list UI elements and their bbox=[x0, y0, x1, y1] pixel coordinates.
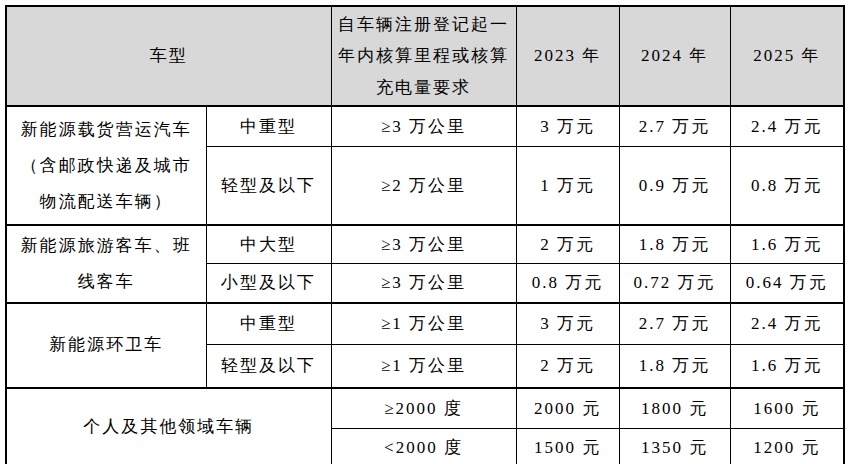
group-label-freight: 新能源载货营运汽车（含邮政快递及城市物流配送车辆） bbox=[6, 106, 206, 225]
value-2023: 0.8 万元 bbox=[516, 264, 619, 303]
value-2025: 1600 元 bbox=[730, 388, 844, 429]
requirement-cell: ≥3 万公里 bbox=[331, 225, 516, 264]
value-2025: 2.4 万元 bbox=[730, 106, 844, 146]
value-2023: 1500 元 bbox=[516, 429, 619, 464]
value-2023: 2 万元 bbox=[516, 225, 619, 264]
header-year-2023: 2023 年 bbox=[516, 6, 619, 106]
group-label-sanitation: 新能源环卫车 bbox=[6, 303, 206, 388]
requirement-cell: ≥2 万公里 bbox=[331, 146, 516, 225]
table-header-row: 车型 自车辆注册登记起一年内核算里程或核算充电量要求 2023 年 2024 年… bbox=[6, 6, 844, 106]
table-row: 新能源载货营运汽车（含邮政快递及城市物流配送车辆） 中重型 ≥3 万公里 3 万… bbox=[6, 106, 844, 146]
value-2024: 1800 元 bbox=[619, 388, 730, 429]
table-row: 新能源旅游客车、班线客车 中大型 ≥3 万公里 2 万元 1.8 万元 1.6 … bbox=[6, 225, 844, 264]
value-2023: 3 万元 bbox=[516, 303, 619, 345]
header-vehicle-type: 车型 bbox=[6, 6, 331, 106]
group-label-personal: 个人及其他领域车辆 bbox=[6, 388, 331, 464]
value-2023: 3 万元 bbox=[516, 106, 619, 146]
group-label-coach: 新能源旅游客车、班线客车 bbox=[6, 225, 206, 302]
value-2024: 0.9 万元 bbox=[619, 146, 730, 225]
header-year-2024: 2024 年 bbox=[619, 6, 730, 106]
requirement-cell: <2000 度 bbox=[331, 429, 516, 464]
subtype-cell: 中重型 bbox=[206, 303, 331, 345]
requirement-cell: ≥3 万公里 bbox=[331, 264, 516, 303]
value-2025: 2.4 万元 bbox=[730, 303, 844, 345]
value-2025: 1.6 万元 bbox=[730, 225, 844, 264]
value-2025: 1200 元 bbox=[730, 429, 844, 464]
requirement-cell: ≥3 万公里 bbox=[331, 106, 516, 146]
subtype-cell: 轻型及以下 bbox=[206, 345, 331, 388]
value-2025: 0.64 万元 bbox=[730, 264, 844, 303]
value-2024: 1.8 万元 bbox=[619, 345, 730, 388]
subtype-cell: 中重型 bbox=[206, 106, 331, 146]
value-2024: 0.72 万元 bbox=[619, 264, 730, 303]
value-2024: 2.7 万元 bbox=[619, 106, 730, 146]
value-2023: 1 万元 bbox=[516, 146, 619, 225]
ev-subsidy-table: 车型 自车辆注册登记起一年内核算里程或核算充电量要求 2023 年 2024 年… bbox=[5, 5, 845, 464]
subtype-cell: 小型及以下 bbox=[206, 264, 331, 303]
value-2025: 0.8 万元 bbox=[730, 146, 844, 225]
requirement-cell: ≥1 万公里 bbox=[331, 303, 516, 345]
header-requirement: 自车辆注册登记起一年内核算里程或核算充电量要求 bbox=[331, 6, 516, 106]
table-row: 新能源环卫车 中重型 ≥1 万公里 3 万元 2.7 万元 2.4 万元 bbox=[6, 303, 844, 345]
value-2024: 1.8 万元 bbox=[619, 225, 730, 264]
header-year-2025: 2025 年 bbox=[730, 6, 844, 106]
value-2023: 2000 元 bbox=[516, 388, 619, 429]
value-2024: 1350 元 bbox=[619, 429, 730, 464]
value-2025: 1.6 万元 bbox=[730, 345, 844, 388]
value-2024: 2.7 万元 bbox=[619, 303, 730, 345]
requirement-cell: ≥2000 度 bbox=[331, 388, 516, 429]
subtype-cell: 轻型及以下 bbox=[206, 146, 331, 225]
value-2023: 2 万元 bbox=[516, 345, 619, 388]
subtype-cell: 中大型 bbox=[206, 225, 331, 264]
requirement-cell: ≥1 万公里 bbox=[331, 345, 516, 388]
table-row: 个人及其他领域车辆 ≥2000 度 2000 元 1800 元 1600 元 bbox=[6, 388, 844, 429]
